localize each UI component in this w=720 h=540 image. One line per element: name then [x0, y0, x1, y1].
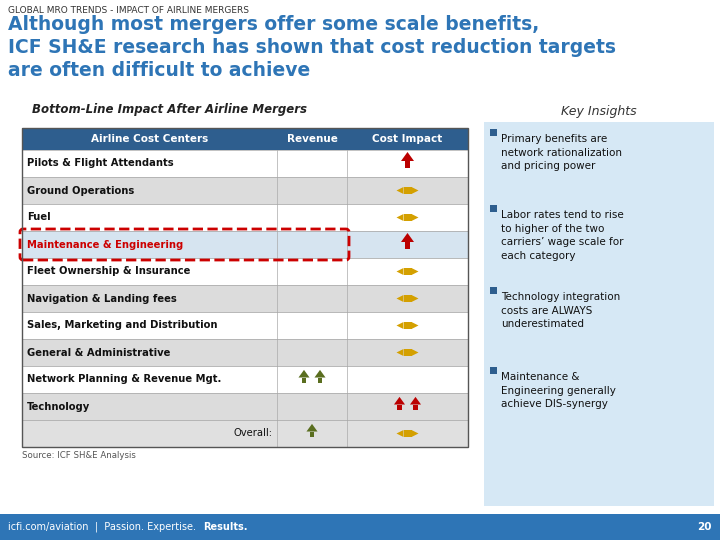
Text: Labor rates tend to rise
to higher of the two
carriers’ wage scale for
each cate: Labor rates tend to rise to higher of th…	[501, 210, 624, 261]
Bar	[22, 231, 468, 258]
Polygon shape	[410, 397, 421, 404]
Bar	[484, 122, 714, 506]
Bar	[22, 312, 468, 339]
Text: Bottom-Line Impact After Airline Mergers: Bottom-Line Impact After Airline Mergers	[32, 103, 307, 116]
Bar	[22, 128, 468, 150]
Polygon shape	[397, 295, 403, 302]
Text: Maintenance & Engineering: Maintenance & Engineering	[27, 240, 184, 249]
Text: Navigation & Landing fees: Navigation & Landing fees	[27, 294, 176, 303]
Bar	[490, 287, 497, 294]
Bar	[22, 204, 468, 231]
Text: Network Planning & Revenue Mgt.: Network Planning & Revenue Mgt.	[27, 375, 221, 384]
Text: Overall:: Overall:	[233, 429, 272, 438]
Polygon shape	[412, 268, 418, 275]
Polygon shape	[397, 214, 403, 221]
Bar	[22, 366, 468, 393]
Bar	[22, 128, 468, 447]
Polygon shape	[412, 322, 418, 329]
Polygon shape	[394, 397, 405, 404]
Bar	[490, 205, 497, 212]
Bar	[302, 377, 306, 383]
Text: icfi.com/aviation  |  Passion. Expertise.: icfi.com/aviation | Passion. Expertise.	[8, 522, 199, 532]
Text: Fleet Ownership & Insurance: Fleet Ownership & Insurance	[27, 267, 190, 276]
Bar	[22, 393, 468, 420]
Polygon shape	[401, 233, 414, 242]
Bar	[397, 404, 402, 410]
Bar	[490, 367, 497, 374]
Text: Maintenance &
Engineering generally
achieve DIS-synergy: Maintenance & Engineering generally achi…	[501, 372, 616, 409]
Text: Ground Operations: Ground Operations	[27, 186, 134, 195]
Bar	[22, 285, 468, 312]
Bar	[403, 430, 412, 437]
Polygon shape	[397, 349, 403, 356]
Polygon shape	[299, 370, 310, 377]
Text: Sales, Marketing and Distribution: Sales, Marketing and Distribution	[27, 321, 217, 330]
Polygon shape	[397, 430, 403, 437]
Text: Technology integration
costs are ALWAYS
underestimated: Technology integration costs are ALWAYS …	[501, 292, 620, 329]
Polygon shape	[412, 187, 418, 194]
Polygon shape	[397, 187, 403, 194]
Bar	[405, 242, 410, 249]
Text: Fuel: Fuel	[27, 213, 50, 222]
Bar	[22, 150, 468, 177]
Bar	[22, 258, 468, 285]
Polygon shape	[412, 430, 418, 437]
Text: Revenue: Revenue	[287, 134, 338, 144]
Bar	[22, 177, 468, 204]
Polygon shape	[412, 349, 418, 356]
Text: 20: 20	[698, 522, 712, 532]
Text: Airline Cost Centers: Airline Cost Centers	[91, 134, 208, 144]
Bar	[403, 349, 412, 356]
Text: Primary benefits are
network rationalization
and pricing power: Primary benefits are network rationaliza…	[501, 134, 622, 171]
Polygon shape	[412, 214, 418, 221]
Bar	[22, 420, 468, 447]
Polygon shape	[412, 295, 418, 302]
Text: Results.: Results.	[203, 522, 248, 532]
Text: General & Administrative: General & Administrative	[27, 348, 171, 357]
Text: Cost Impact: Cost Impact	[372, 134, 443, 144]
Bar	[403, 214, 412, 221]
Text: Key Insights: Key Insights	[561, 105, 636, 118]
Bar	[0, 514, 720, 540]
Polygon shape	[401, 152, 414, 161]
Bar	[310, 431, 314, 437]
Polygon shape	[315, 370, 325, 377]
Polygon shape	[397, 322, 403, 329]
Text: GLOBAL MRO TRENDS - IMPACT OF AIRLINE MERGERS: GLOBAL MRO TRENDS - IMPACT OF AIRLINE ME…	[8, 6, 249, 15]
Bar	[405, 161, 410, 168]
Polygon shape	[307, 424, 318, 431]
Bar	[403, 187, 412, 194]
Bar	[403, 295, 412, 302]
Polygon shape	[397, 268, 403, 275]
Bar	[490, 129, 497, 136]
Bar	[318, 377, 322, 383]
Bar	[403, 322, 412, 329]
Bar	[22, 339, 468, 366]
Text: Source: ICF SH&E Analysis: Source: ICF SH&E Analysis	[22, 451, 136, 460]
Text: Technology: Technology	[27, 402, 90, 411]
Bar	[413, 404, 418, 410]
Bar	[403, 268, 412, 275]
Text: Although most mergers offer some scale benefits,
ICF SH&E research has shown tha: Although most mergers offer some scale b…	[8, 15, 616, 79]
Text: Pilots & Flight Attendants: Pilots & Flight Attendants	[27, 159, 174, 168]
